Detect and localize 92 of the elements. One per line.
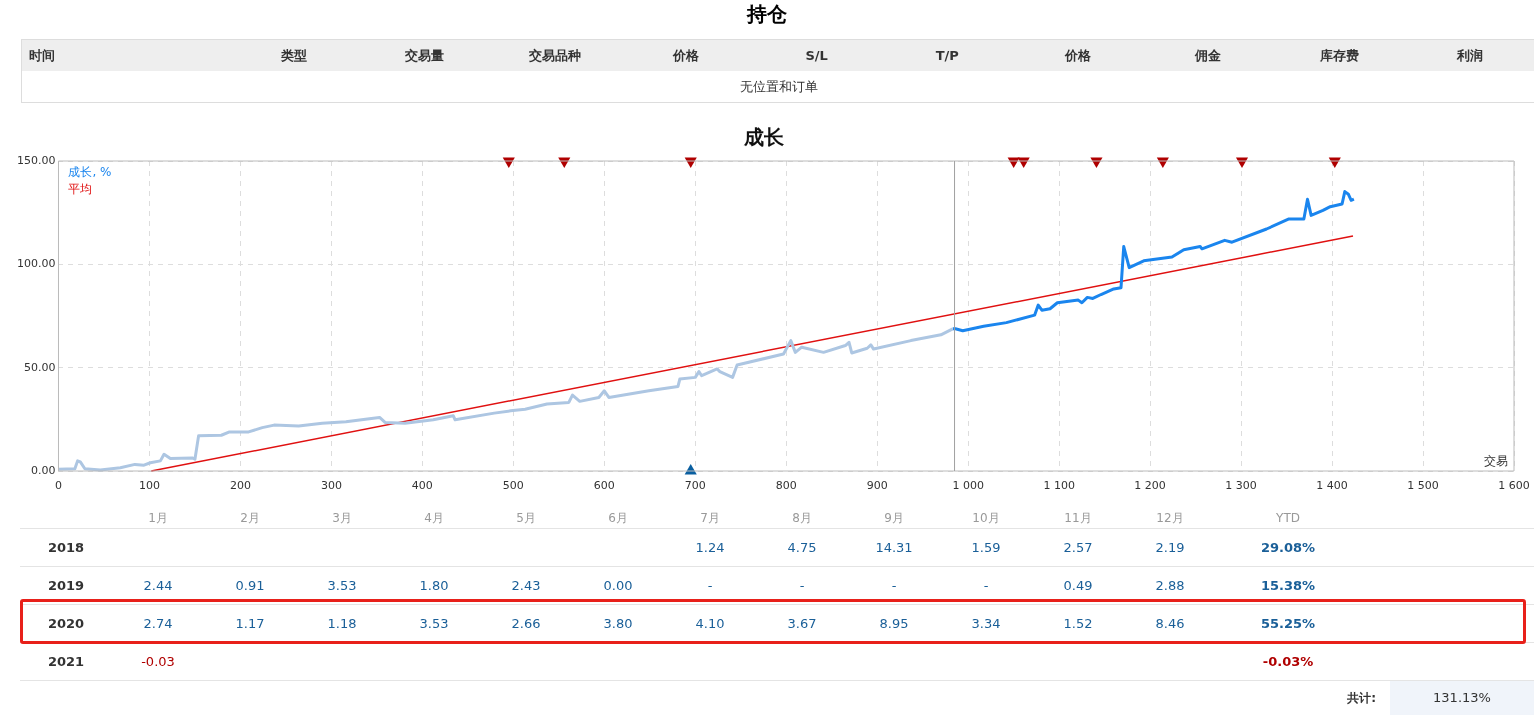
data-label: 3.80: [602, 615, 634, 633]
x-tick-label: 4月: [423, 509, 445, 527]
text: -: [799, 578, 805, 593]
x-tick-label: 800: [775, 479, 797, 493]
category-label: 交易量: [404, 46, 446, 65]
x-tick-label: 5月: [515, 509, 537, 527]
text: 共计:: [1347, 689, 1376, 707]
x-tick-label: 1 500: [1407, 479, 1439, 493]
category-label: 时间: [28, 46, 56, 65]
x-tick-label: 7月: [699, 509, 721, 527]
text: 平均: [68, 182, 93, 197]
category-label: 利润: [1455, 46, 1484, 65]
data-label: 1.24: [694, 539, 726, 557]
y-tick-label: 2021: [46, 653, 86, 671]
category-label: 库存费: [1318, 46, 1360, 65]
x-tick-label: 1月: [147, 509, 169, 527]
x-tick-label: 700: [684, 479, 706, 493]
category-label: T/P: [934, 48, 960, 63]
x-tick-label: 200: [229, 479, 251, 493]
text: 成长, %: [68, 165, 112, 180]
y-tick-label: 100.00: [16, 257, 56, 271]
y-tick-label: 50.00: [23, 360, 56, 374]
data-label: 2.57: [1062, 539, 1094, 557]
category-label: 类型: [280, 46, 309, 65]
chart-title: 成长: [743, 125, 785, 150]
data-label: 15.38%: [1259, 577, 1317, 595]
category-label: S/L: [804, 48, 829, 63]
x-tick-label: 400: [411, 479, 433, 493]
data-label: 4.75: [786, 539, 818, 557]
text: 持仓: [745, 1, 788, 28]
data-label: 2.66: [510, 615, 542, 633]
x-tick-label: 1 300: [1225, 479, 1257, 493]
category-label: 价格: [1063, 46, 1092, 65]
x-tick-label: 12月: [1155, 509, 1185, 527]
data-label: 2.74: [142, 615, 174, 633]
x-tick-label: 2月: [239, 509, 261, 527]
data-label: 0.91: [234, 577, 266, 595]
data-label: 3.34: [970, 615, 1002, 633]
y-tick-label: 2019: [46, 577, 86, 595]
x-tick-label: 1 600: [1498, 479, 1530, 493]
x-tick-label: 11月: [1063, 509, 1093, 527]
data-label: 1.18: [326, 615, 358, 633]
data-label: 3.53: [326, 577, 358, 595]
text: -: [983, 578, 989, 593]
data-label: 4.10: [694, 615, 726, 633]
data-label: 2.43: [510, 577, 542, 595]
data-label: 0.49: [1062, 577, 1094, 595]
y-tick-label: 2020: [46, 615, 86, 633]
category-label: 价格: [671, 46, 701, 65]
data-label: 8.95: [878, 615, 910, 633]
x-tick-label: 9月: [883, 509, 905, 527]
data-label: 8.46: [1154, 615, 1186, 633]
category-label: 交易品种: [528, 46, 583, 65]
data-label: 1.59: [970, 539, 1002, 557]
data-label: 0.00: [602, 577, 634, 595]
data-label: 2.88: [1154, 577, 1186, 595]
text: -: [891, 578, 897, 593]
data-label: 14.31: [874, 539, 914, 557]
y-tick-label: 150.00: [16, 153, 56, 167]
x-tick-label: 10月: [971, 509, 1001, 527]
data-label: 3.67: [786, 615, 818, 633]
x-tick-label: 900: [866, 479, 888, 493]
x-tick-label: 8月: [791, 509, 813, 527]
data-label: 1.17: [234, 615, 266, 633]
data-label: -0.03: [140, 653, 176, 671]
data-label: 55.25%: [1259, 615, 1317, 633]
x-tick-label: 300: [320, 479, 342, 493]
y-tick-label: 0.00: [30, 463, 56, 477]
data-label: 29.08%: [1259, 539, 1317, 557]
data-label: 1.80: [418, 577, 450, 595]
data-label: 3.53: [418, 615, 450, 633]
data-label: 1.52: [1062, 615, 1094, 633]
x-tick-label: 100: [138, 479, 160, 493]
x-tick-label: 1 100: [1043, 479, 1075, 493]
y-tick-label: 2018: [46, 539, 86, 557]
text: 无位置和订单: [738, 78, 819, 96]
x-tick-label: 0: [54, 479, 62, 493]
x-axis-title: 交易: [1484, 454, 1508, 469]
data-label: 2.44: [142, 577, 174, 595]
data-label: 2.19: [1154, 539, 1186, 557]
data-label: -0.03%: [1261, 653, 1315, 671]
x-tick-label: 500: [502, 479, 524, 493]
x-tick-label: YTD: [1275, 511, 1301, 525]
x-tick-label: 600: [593, 479, 615, 493]
category-label: 佣金: [1193, 46, 1223, 65]
text: 131.13%: [1390, 681, 1534, 715]
x-tick-label: 1 200: [1134, 479, 1166, 493]
x-tick-label: 6月: [607, 509, 629, 527]
x-tick-label: 1 400: [1316, 479, 1348, 493]
x-tick-label: 1 000: [952, 479, 984, 493]
x-tick-label: 3月: [331, 509, 353, 527]
text: -: [707, 578, 713, 593]
